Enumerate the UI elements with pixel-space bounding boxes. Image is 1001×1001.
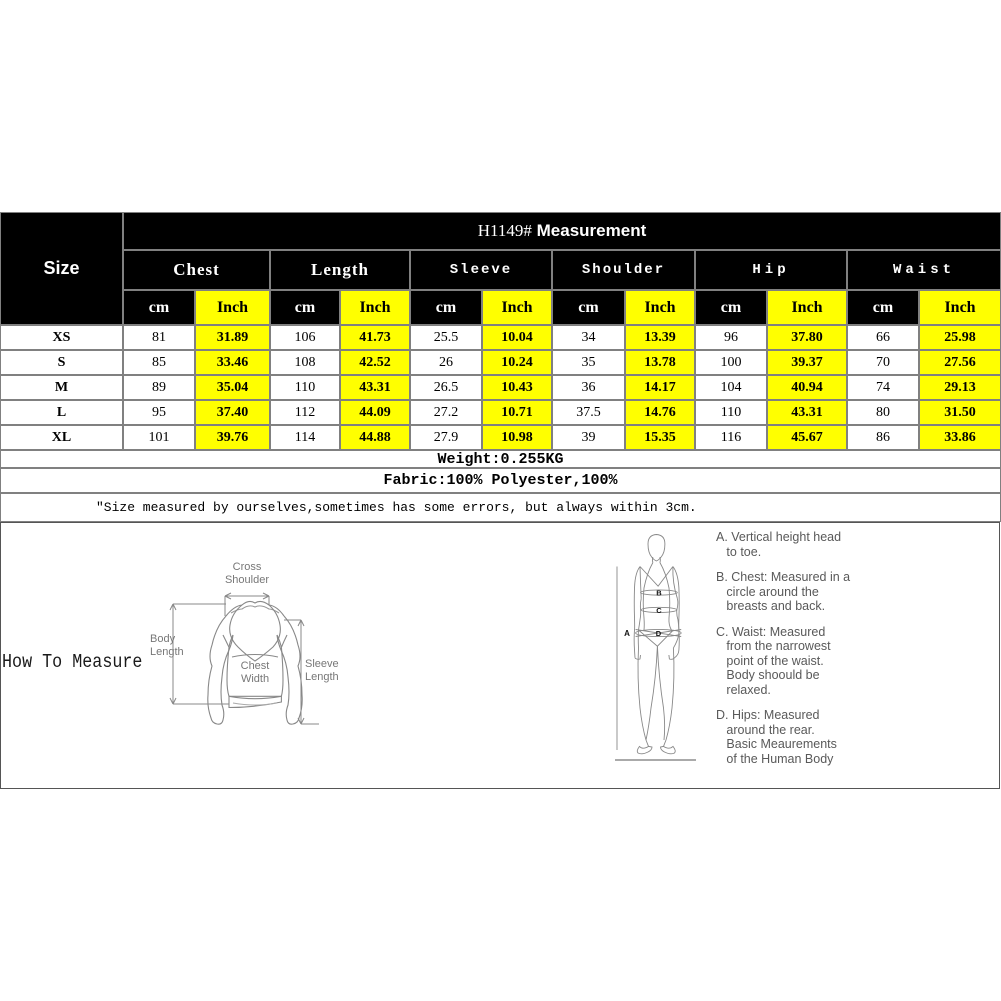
svg-text:A: A [624, 629, 630, 638]
svg-text:Length: Length [305, 671, 339, 683]
svg-text:C: C [656, 606, 662, 615]
svg-text:Body: Body [150, 633, 176, 645]
svg-text:Cross: Cross [233, 561, 262, 573]
svg-text:D: D [656, 629, 662, 638]
svg-text:B: B [656, 589, 662, 598]
svg-text:Length: Length [150, 646, 184, 658]
svg-text:Width: Width [241, 673, 269, 685]
svg-text:Chest: Chest [241, 660, 270, 672]
svg-text:Shoulder: Shoulder [225, 574, 269, 586]
svg-text:Sleeve: Sleeve [305, 658, 339, 670]
